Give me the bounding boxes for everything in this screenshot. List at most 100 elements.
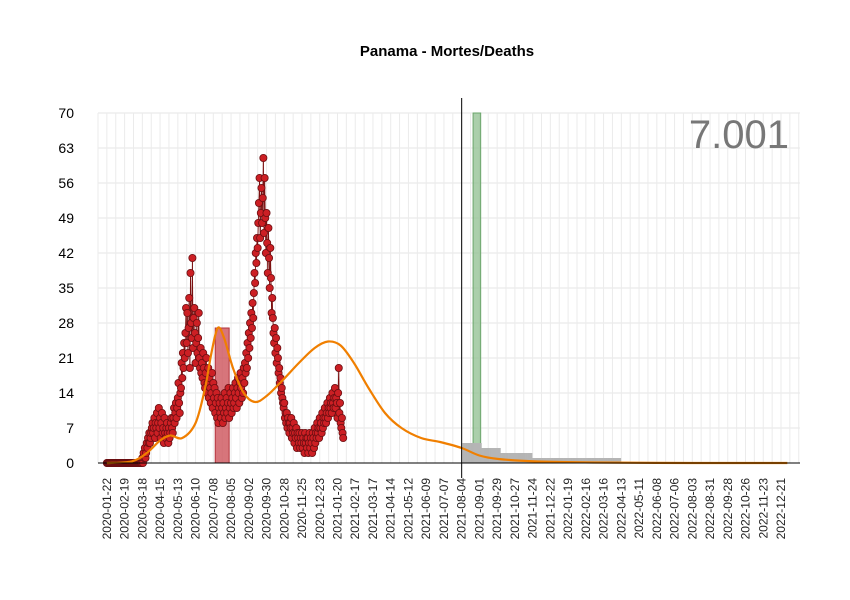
data-point (247, 323, 256, 332)
projection-bar (495, 448, 497, 463)
projection-bar (604, 458, 606, 463)
data-point (257, 183, 266, 192)
data-point (268, 293, 277, 302)
projection-bar (603, 458, 605, 463)
projection-bar (567, 458, 569, 463)
projection-bar (555, 458, 557, 463)
projection-bar (543, 458, 545, 463)
y-tick-label: 14 (58, 385, 74, 401)
projection-bar (588, 458, 590, 463)
projection-bar (514, 453, 516, 463)
projection-bar (593, 458, 595, 463)
x-tick-label: 2020-07-08 (206, 478, 220, 540)
projection-bar (516, 453, 518, 463)
projection-bar (563, 458, 565, 463)
projection-bar (497, 448, 499, 463)
projection-bar (614, 458, 616, 463)
x-tick-labels: 2020-01-22 2020-02-19 2020-03-18 2020-04-15… (100, 478, 788, 540)
projection-bar (583, 458, 585, 463)
projection-bar (518, 453, 520, 463)
projection-bar (509, 453, 511, 463)
grid (97, 112, 800, 464)
projection-bar (526, 453, 528, 463)
projection-bar (585, 458, 587, 463)
x-tick-label: 2021-01-20 (330, 478, 344, 540)
projection-bar (557, 458, 560, 463)
projection-bar (571, 458, 573, 463)
projection-bar (611, 458, 613, 463)
projection-bar (465, 443, 467, 463)
axes (98, 98, 800, 478)
projection-bar (608, 458, 610, 463)
projection-bar (575, 458, 577, 463)
point-series (102, 153, 348, 467)
data-point (183, 308, 192, 317)
projection-bar (503, 453, 505, 463)
projection-bar (618, 458, 620, 463)
projection-bar (550, 458, 552, 463)
projection-bar (509, 453, 511, 463)
data-point (178, 373, 187, 382)
x-tick-label: 2022-09-28 (721, 478, 735, 540)
x-tick-label: 2022-03-16 (597, 478, 611, 540)
projection-bar (519, 453, 521, 463)
projection-bar (549, 458, 551, 463)
data-point (337, 413, 346, 422)
y-tick-label: 35 (58, 280, 74, 296)
projection-bar (524, 453, 526, 463)
projection-bar (591, 458, 593, 463)
projection-bar (510, 453, 512, 463)
data-point (277, 383, 286, 392)
projection-bar (609, 458, 611, 463)
x-tick-label: 2020-03-18 (135, 478, 149, 540)
x-tick-label: 2021-04-14 (384, 478, 398, 540)
x-tick-label: 2022-02-16 (579, 478, 593, 540)
projection-bar (467, 443, 469, 463)
projection-bar (498, 448, 500, 463)
projection-bar (597, 458, 599, 463)
data-point (273, 343, 282, 352)
x-tick-label: 2020-11-25 (295, 478, 309, 539)
projection-bar (556, 458, 558, 463)
projection-bar (613, 458, 615, 463)
projection-bar (551, 458, 553, 463)
projection-bar (558, 458, 560, 463)
data-point (186, 268, 195, 277)
projection-bar (584, 458, 586, 463)
projection-bar (522, 453, 524, 463)
total-annotation: 7.001 (689, 113, 789, 157)
projection-bar (571, 458, 573, 463)
data-point (266, 243, 275, 252)
projection-bar (484, 448, 486, 463)
projection-bar (499, 448, 501, 463)
projection-bar (570, 458, 572, 463)
projection-bar (487, 448, 489, 463)
projection-bar (464, 443, 466, 463)
projection-bar (523, 453, 525, 463)
projection-bar (554, 458, 556, 463)
projection-bar (514, 453, 516, 463)
projection-bar (589, 458, 591, 463)
x-tick-label: 2022-12-21 (774, 478, 788, 540)
projection-bar (563, 458, 565, 463)
x-tick-label: 2020-04-15 (153, 478, 167, 540)
x-tick-label: 2021-05-12 (401, 478, 415, 540)
projection-bar (531, 453, 533, 463)
projection-bar (562, 458, 564, 463)
projection-bar (506, 453, 508, 463)
x-tick-label: 2020-02-19 (118, 478, 132, 540)
data-point (208, 368, 217, 377)
projection-bar (545, 458, 547, 463)
projection-bar (599, 458, 601, 463)
projection-bar (544, 458, 546, 463)
x-tick-label: 2021-08-04 (455, 478, 469, 540)
projection-bar (530, 453, 532, 463)
trend-line (106, 326, 788, 465)
x-tick-label: 2021-10-27 (508, 478, 522, 540)
projection-bar (594, 458, 596, 463)
projection-bar (561, 458, 563, 463)
x-tick-label: 2020-10-28 (277, 478, 291, 540)
projection-bar (504, 453, 506, 463)
projection-bar (554, 458, 556, 463)
